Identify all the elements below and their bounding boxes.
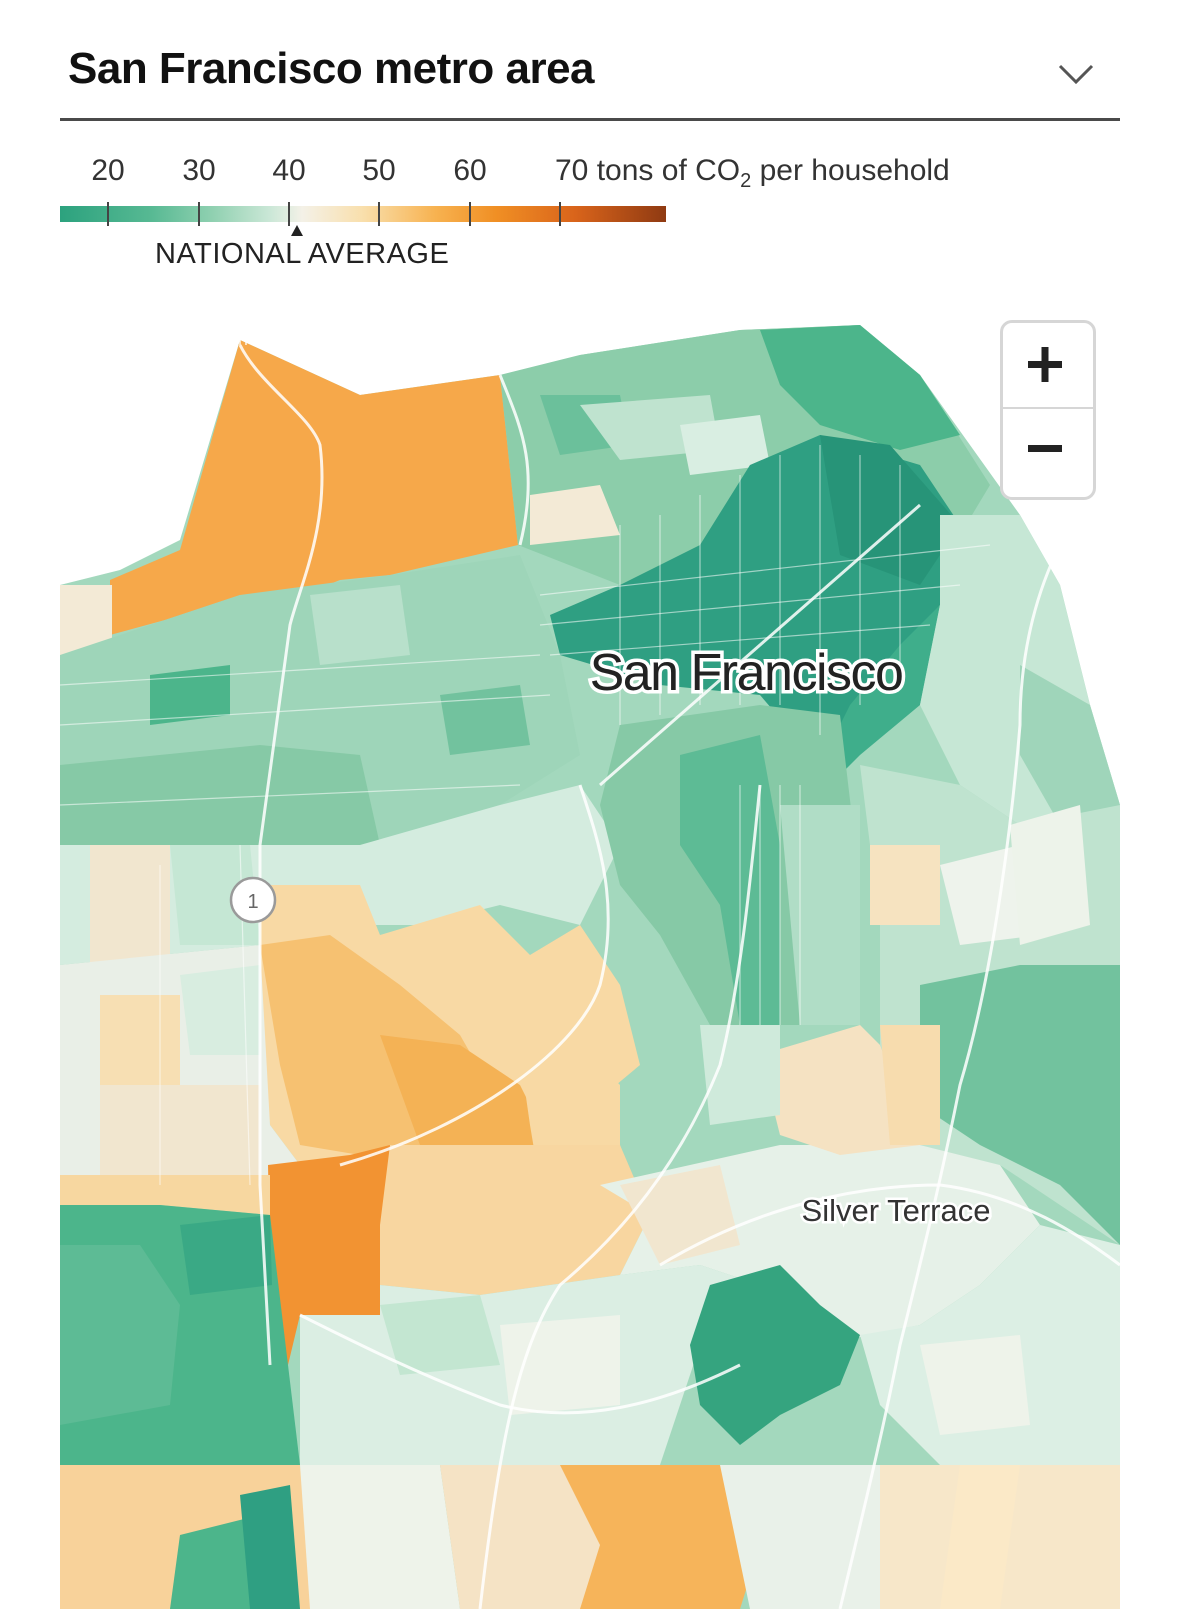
national-average-label: NATIONAL AVERAGE xyxy=(155,238,450,270)
region-header: San Francisco metro area xyxy=(60,0,1120,121)
legend-tick-label: 60 xyxy=(453,154,487,187)
legend-unit-suffix: per household xyxy=(751,154,950,187)
legend-unit-label: 70 tons of CO2 per household xyxy=(555,154,950,193)
choropleth-map[interactable]: 1 San Francisco Silver Terrace xyxy=(60,285,1120,1609)
legend-unit-prefix: tons of CO xyxy=(596,154,741,187)
legend-tick-label: 30 xyxy=(182,154,216,187)
legend-tick xyxy=(107,202,109,226)
legend-tick-label: 40 xyxy=(272,154,306,187)
region-presidio xyxy=(110,340,518,635)
legend-tick xyxy=(559,202,561,226)
legend-tick-label: 50 xyxy=(362,154,396,187)
highway-shield-1: 1 xyxy=(229,876,277,924)
legend-tick xyxy=(288,202,290,226)
chevron-down-icon[interactable] xyxy=(1056,54,1096,94)
zoom-in-button[interactable] xyxy=(1003,323,1093,409)
national-average-marker xyxy=(291,225,303,236)
region-lakeshore xyxy=(268,1145,410,1365)
legend-tick xyxy=(378,202,380,226)
region-title: San Francisco metro area xyxy=(68,44,595,93)
legend-color-bar xyxy=(60,206,666,222)
zoom-out-button[interactable] xyxy=(1003,409,1093,493)
legend-tick xyxy=(469,202,471,226)
legend-tick-label: 70 xyxy=(555,154,589,187)
city-label: San Francisco xyxy=(590,644,903,702)
legend-tick xyxy=(198,202,200,226)
map-canvas[interactable]: 1 San Francisco Silver Terrace xyxy=(60,285,1120,1609)
legend-tick-label: 20 xyxy=(91,154,125,187)
highway-shield-label: 1 xyxy=(247,891,258,913)
color-legend: 20 30 40 50 60 70 tons of CO2 per househ… xyxy=(60,140,960,280)
neighborhood-label: Silver Terrace xyxy=(802,1193,991,1228)
region-mclaren-park xyxy=(690,1265,860,1445)
legend-unit-sub: 2 xyxy=(740,170,752,192)
minus-icon xyxy=(1028,445,1062,452)
zoom-control xyxy=(1000,320,1096,500)
plus-icon xyxy=(1028,347,1062,382)
